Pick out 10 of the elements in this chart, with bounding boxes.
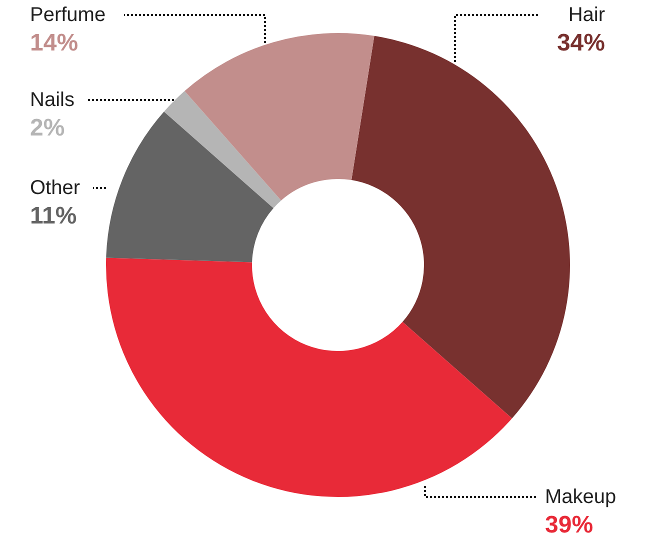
data-label: 34% (556, 30, 605, 56)
slice-label: Hair (568, 4, 606, 26)
slice-label: Other (30, 177, 80, 199)
slice-label: Perfume (30, 4, 106, 26)
data-label: 11% (30, 202, 77, 230)
data-label: 14% (30, 30, 78, 56)
slice-label: Makeup (545, 486, 616, 508)
slice-label: Nails (30, 89, 74, 111)
data-label: 2% (30, 114, 65, 142)
data-label: 39% (545, 512, 594, 538)
